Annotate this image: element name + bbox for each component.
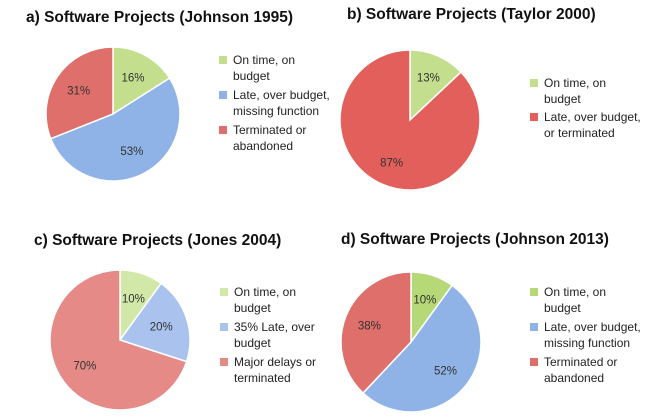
legend-swatch <box>219 56 227 64</box>
legend-label-line: or terminated <box>544 126 615 140</box>
legend-label-line: missing function <box>544 336 630 350</box>
chart-title: b) Software Projects (Taylor 2000) <box>347 6 596 23</box>
slice-value-label: 10% <box>413 294 436 306</box>
slice-value-label: 87% <box>380 157 403 169</box>
legend-label: Late, over budget, or terminated <box>544 110 641 140</box>
legend-label: Late, over budget, missing function <box>544 320 641 350</box>
legend: On time, on budget Late, over budget, missi… <box>530 285 641 385</box>
legend-swatch <box>220 288 228 296</box>
legend-label-line: Late, over budget, <box>544 320 641 334</box>
slice-value-label: 38% <box>358 321 381 333</box>
legend-swatch <box>530 323 538 331</box>
legend-label: Terminated or abandoned <box>233 123 306 153</box>
legend-swatch <box>530 288 538 296</box>
legend-label-line: Terminated or <box>544 355 617 369</box>
legend-label-line: budget <box>234 301 271 315</box>
pie-slice-3 <box>45 46 114 140</box>
legend-label-line: Late, over budget, <box>544 110 641 124</box>
legend-label-line: On time, on <box>544 76 606 90</box>
legend-label-line: On time, on <box>544 285 606 299</box>
legend-swatch <box>220 358 228 366</box>
chart-title: d) Software Projects (Johnson 2013) <box>341 231 609 248</box>
slice-value-label: 10% <box>122 294 145 306</box>
legend-label: On time, on budget <box>544 285 606 315</box>
legend-label: Major delays or terminated <box>234 355 316 385</box>
legend: On time, on budget Late, over budget, or te… <box>530 76 641 140</box>
pie-slice-2 <box>362 284 482 413</box>
legend-label-line: On time, on <box>233 53 295 67</box>
legend-label-line: budget <box>544 301 581 315</box>
legend: On time, on budget Late, over budget, missi… <box>219 53 330 153</box>
legend-label: Terminated or abandoned <box>544 355 617 385</box>
legend-label: Late, over budget, missing function <box>233 88 330 118</box>
legend: On time, on budget 35% Late, over budget Maj… <box>220 285 316 385</box>
legend-label-line: On time, on <box>234 285 296 299</box>
slice-value-label: 70% <box>73 361 96 373</box>
legend-label-line: Terminated or <box>233 123 306 137</box>
slice-value-label: 52% <box>434 366 457 378</box>
legend-label: On time, on budget <box>544 76 606 106</box>
pie-slice-2 <box>118 282 191 363</box>
pie-slice-3 <box>49 269 188 411</box>
slice-value-label: 31% <box>67 86 90 98</box>
slice-value-label: 16% <box>121 73 144 85</box>
legend-label-line: budget <box>233 69 270 83</box>
pie-slice-1 <box>112 46 171 116</box>
pie-slice-2 <box>49 77 181 182</box>
pie-chart-4: d) Software Projects (Johnson 2013) 10% 52… <box>340 231 641 413</box>
legend-swatch <box>530 358 538 366</box>
legend-label-line: abandoned <box>544 371 604 385</box>
pie-slice-3 <box>340 271 412 395</box>
chart-title: a) Software Projects (Johnson 1995) <box>26 9 293 26</box>
legend-swatch <box>220 323 228 331</box>
legend-swatch <box>530 79 538 87</box>
legend-label-line: terminated <box>234 371 291 385</box>
pie-chart-3: c) Software Projects (Jones 2004) 10% 20% 7… <box>34 232 316 411</box>
legend-label-line: missing function <box>233 104 319 118</box>
pie-chart-2: b) Software Projects (Taylor 2000) 13% 87%… <box>339 6 641 191</box>
slice-value-label: 53% <box>120 146 143 158</box>
slice-value-label: 13% <box>417 73 440 85</box>
legend-label-line: abandoned <box>233 139 293 153</box>
legend-label: On time, on budget <box>234 285 296 315</box>
legend-label-line: budget <box>544 92 581 106</box>
legend-label-line: Major delays or <box>234 355 316 369</box>
legend-label-line: budget <box>234 336 271 350</box>
pie-slice-1 <box>409 49 463 122</box>
slice-value-label: 20% <box>150 322 173 334</box>
chart-title: c) Software Projects (Jones 2004) <box>34 232 281 249</box>
legend-label-line: 35% Late, over <box>234 320 315 334</box>
pie-slice-2 <box>339 49 481 191</box>
legend-swatch <box>219 126 227 134</box>
legend-label: On time, on budget <box>233 53 295 83</box>
pie-chart-1: a) Software Projects (Johnson 1995) 16% 53… <box>26 9 330 182</box>
legend-swatch <box>219 91 227 99</box>
legend-swatch <box>530 113 538 121</box>
legend-label: 35% Late, over budget <box>234 320 315 350</box>
legend-label-line: Late, over budget, <box>233 88 330 102</box>
